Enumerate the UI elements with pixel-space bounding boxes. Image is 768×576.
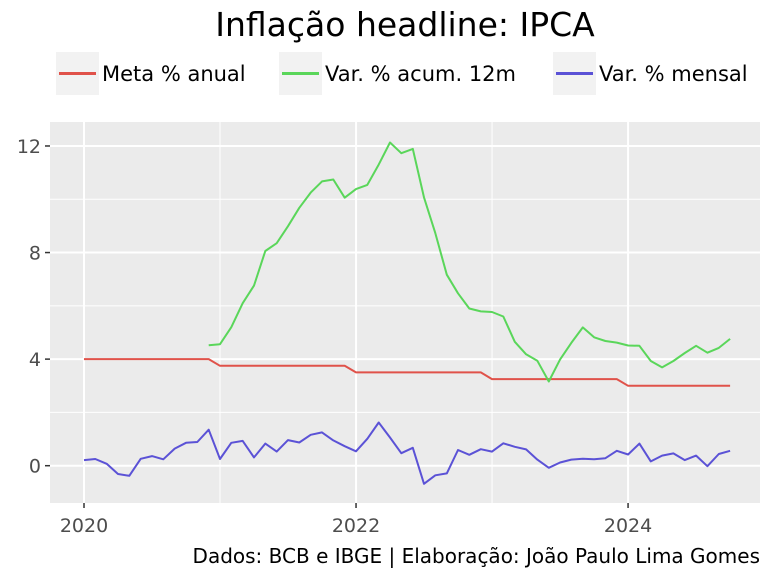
series-line-3: [83, 421, 731, 485]
y-tick-label: 0: [29, 456, 41, 478]
chart-caption: Dados: BCB e IBGE | Elaboração: João Pau…: [193, 544, 760, 568]
legend-label: Meta % anual: [102, 62, 246, 86]
x-tick-label: 2024: [604, 515, 652, 537]
y-tick-label: 12: [17, 136, 41, 158]
plot-panel: [50, 122, 760, 503]
series-line-1: [84, 358, 731, 387]
chart-title: Inflação headline: IPCA: [215, 5, 595, 44]
legend-label: Var. % mensal: [599, 62, 748, 86]
legend: Meta % anual Var. % acum. 12m Var. % mensa…: [56, 52, 748, 95]
x-tick-label: 2022: [332, 515, 380, 537]
y-tick-label: 4: [29, 349, 41, 371]
series-lines: [83, 141, 731, 485]
legend-label: Var. % acum. 12m: [325, 62, 516, 86]
series-line-2: [208, 141, 731, 383]
x-tick-label: 2020: [60, 515, 108, 537]
y-tick-label: 8: [29, 243, 41, 265]
axis-ticks: 0 4 8 12 2020 2022 2024: [17, 136, 652, 537]
